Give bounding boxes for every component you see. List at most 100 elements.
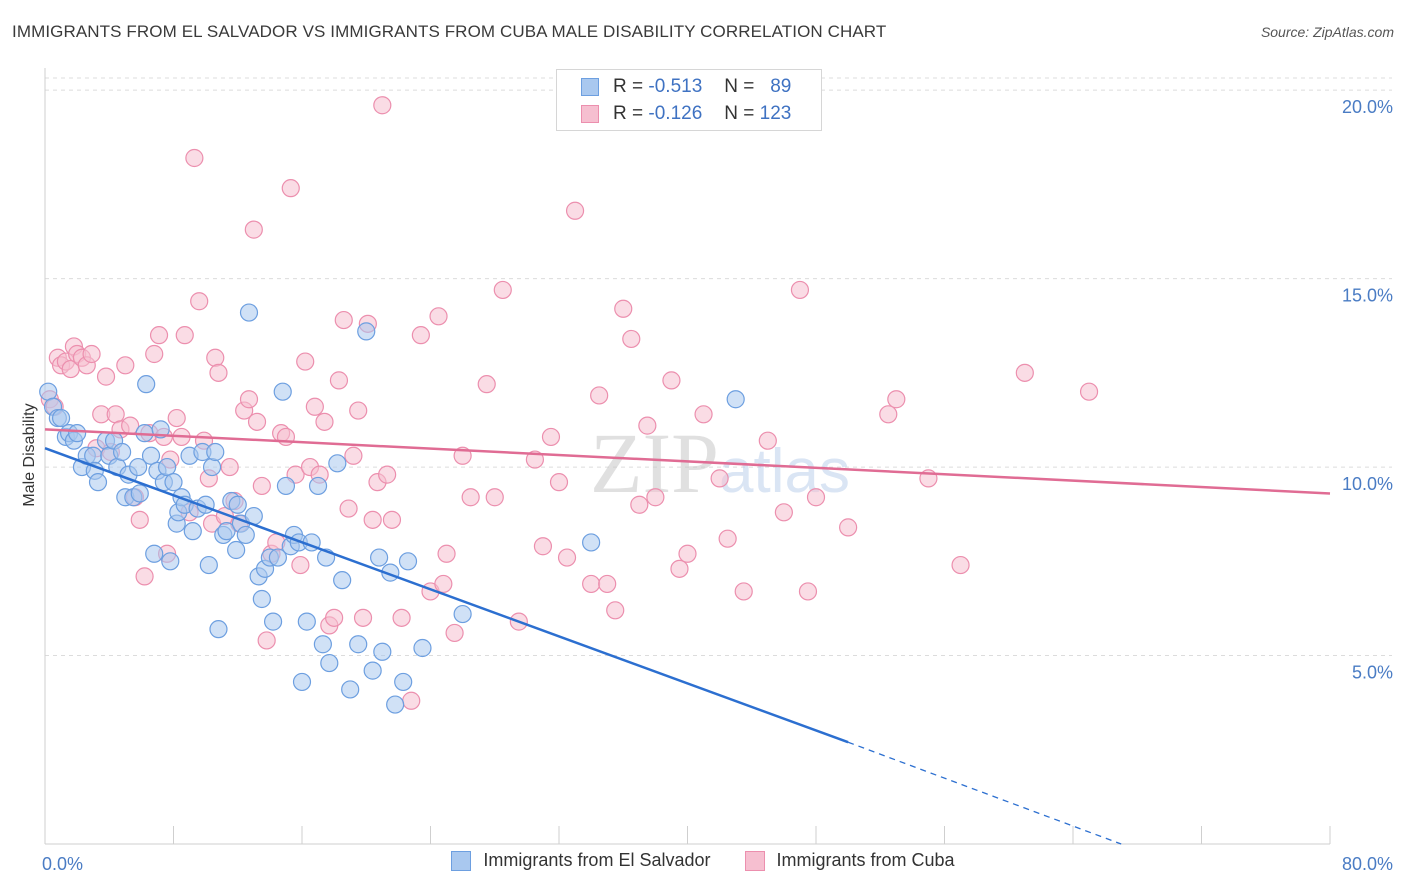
cuba-point [244, 220, 263, 239]
cuba-point [349, 401, 368, 420]
el-salvador-point [726, 390, 745, 409]
cuba-point [590, 386, 609, 405]
el-salvador-point [273, 382, 292, 401]
el-salvador-trend-line [44, 447, 849, 744]
cuba-point [798, 582, 818, 601]
cuba-point [145, 344, 164, 364]
correlation-legend: R = -0.513 N = 89 R = -0.126 N = 123 [556, 69, 822, 131]
el-salvador-swatch [451, 850, 472, 871]
cuba-point [758, 431, 777, 450]
el-salvador-point [227, 540, 246, 560]
el-salvador-point [39, 382, 58, 401]
el-salvador-point [239, 303, 259, 322]
el-salvador-point [112, 442, 132, 462]
el-salvador-point [164, 473, 183, 492]
cuba-point [149, 326, 169, 345]
cuba-point [344, 446, 363, 465]
cuba-point [167, 408, 186, 428]
cuba-point [257, 631, 276, 650]
el-salvador-point [313, 635, 332, 654]
el-salvador-points [39, 303, 745, 714]
cuba-point [329, 371, 349, 390]
cuba-point [606, 601, 625, 620]
el-salvador-point [129, 457, 148, 477]
trend-lines [44, 428, 1331, 845]
el-salvador-point [209, 620, 228, 639]
legend-label: Immigrants from Cuba [776, 850, 955, 870]
el-salvador-point [161, 552, 180, 571]
cuba-point [445, 623, 464, 643]
el-salvador-point [333, 571, 352, 590]
el-salvador-point [268, 548, 288, 567]
cuba-point [485, 488, 504, 507]
cuba-point [557, 548, 577, 567]
el-salvador-point [363, 661, 382, 680]
el-salvador-point [68, 424, 87, 443]
r-value: -0.513 [648, 76, 703, 97]
cuba-point [315, 412, 334, 431]
el-salvador-point [373, 642, 392, 661]
el-salvador-point [151, 420, 170, 439]
el-salvador-point [145, 544, 164, 563]
el-salvador-point [328, 454, 347, 473]
cuba-point [694, 405, 713, 424]
cuba-point [549, 473, 569, 492]
legend-row-cuba: R = -0.126 N = 123 [581, 101, 791, 127]
el-salvador-point [199, 555, 218, 575]
el-salvador-point [386, 695, 405, 714]
tick-labels: 5.0% 10.0% 15.0% 20.0% 0.0% 80.0% [42, 97, 1393, 874]
cuba-point [493, 280, 512, 300]
cuba-point [382, 510, 402, 529]
chart-title: IMMIGRANTS FROM EL SALVADOR VS IMMIGRANT… [12, 22, 887, 41]
legend-item-el-salvador: Immigrants from El Salvador [451, 850, 711, 871]
cuba-point [434, 574, 453, 594]
cuba-point [614, 299, 633, 318]
el-salvador-point [292, 672, 312, 692]
el-salvador-point [88, 473, 108, 492]
cuba-point [291, 555, 310, 575]
cuba-point [363, 510, 382, 529]
cuba-point [82, 344, 101, 364]
el-salvador-point [157, 457, 177, 477]
cuba-point [477, 375, 496, 394]
cuba-point [437, 544, 456, 563]
cuba-point [598, 574, 617, 594]
el-salvador-point [582, 533, 601, 552]
el-salvador-point [252, 589, 271, 609]
el-salvador-point [453, 604, 472, 624]
cuba-point [525, 450, 545, 469]
cuba-point [541, 427, 561, 447]
el-salvador-point [357, 322, 376, 341]
watermark-atlas: atlas [719, 437, 850, 506]
el-salvador-point [137, 375, 156, 394]
legend-label: Immigrants from El Salvador [483, 850, 711, 870]
series-legend: Immigrants from El Salvador Immigrants f… [0, 850, 1406, 871]
n-value: 89 [770, 76, 792, 97]
r-value: -0.126 [648, 103, 703, 124]
cuba-point [839, 518, 858, 537]
cuba-point [185, 148, 204, 168]
el-salvador-point [370, 548, 389, 567]
cuba-point [305, 397, 324, 416]
cuba-point [252, 476, 271, 496]
el-salvador-trend-extension [847, 741, 1122, 845]
cuba-point [281, 179, 300, 198]
cuba-point [790, 280, 810, 300]
cuba-point [190, 292, 209, 311]
el-salvador-point [217, 522, 236, 541]
el-salvador-point [297, 612, 316, 631]
y-axis-label: Male Disability [21, 403, 38, 506]
el-salvador-point [413, 638, 432, 658]
cuba-point [116, 356, 135, 375]
y-tick-label: 20.0% [1342, 97, 1393, 117]
cuba-point [402, 691, 421, 710]
legend-row-el-salvador: R = -0.513 N = 89 [581, 74, 791, 100]
cuba-point [206, 348, 225, 367]
axes [44, 68, 1331, 845]
cuba-point [630, 495, 649, 514]
cuba-point [429, 307, 448, 326]
x-tick-label: 80.0% [1342, 854, 1393, 874]
cuba-point [220, 457, 239, 477]
cuba-point [135, 567, 154, 586]
